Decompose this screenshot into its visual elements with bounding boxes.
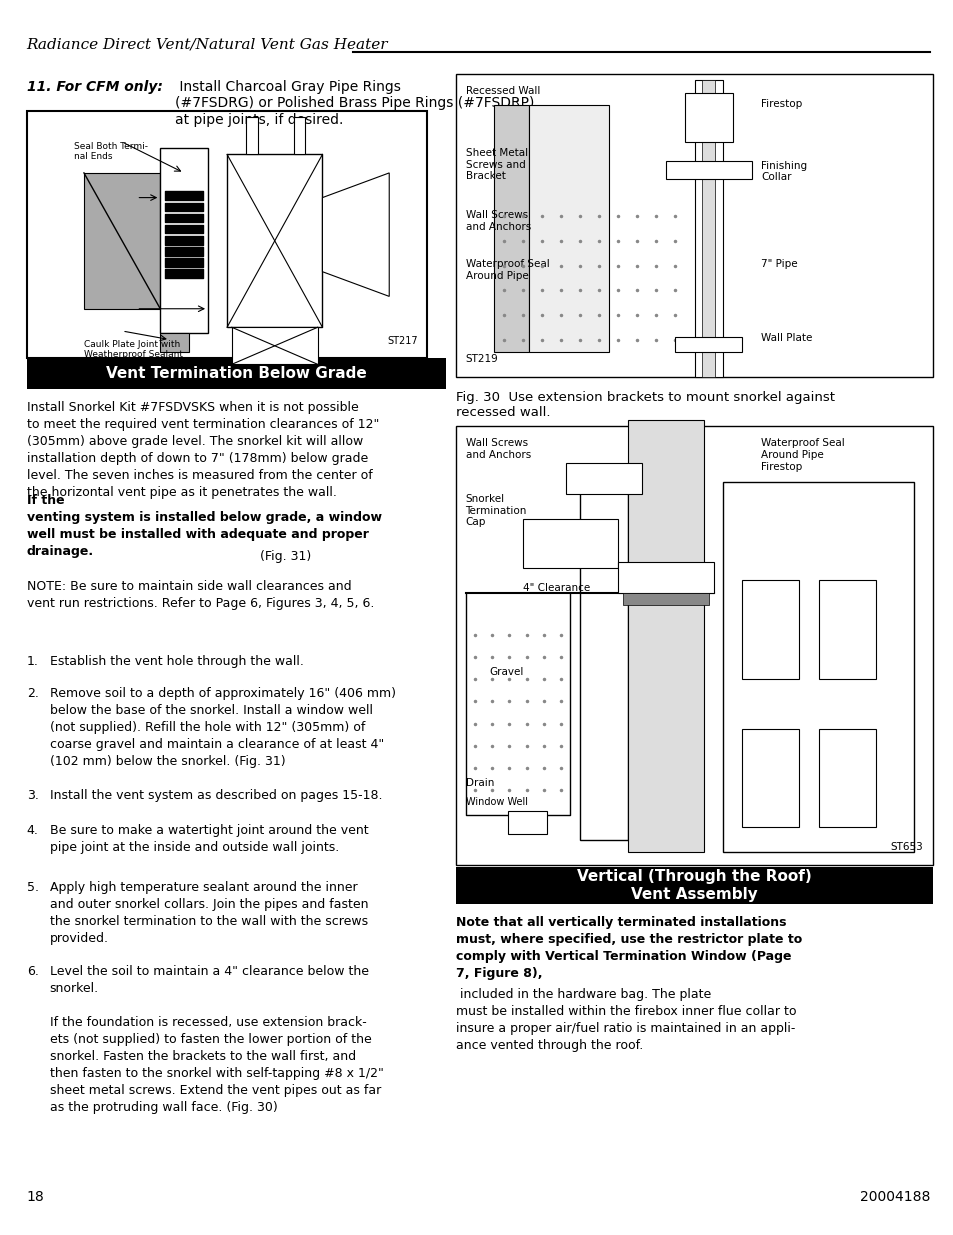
Text: Finishing
Collar: Finishing Collar <box>760 161 806 182</box>
Text: NOTE: Be sure to maintain side wall clearances and
vent run restrictions. Refer : NOTE: Be sure to maintain side wall clea… <box>27 580 374 610</box>
Text: 4.: 4. <box>27 824 38 837</box>
Text: Fig. 30  Use extension brackets to mount snorkel against
recessed wall.: Fig. 30 Use extension brackets to mount … <box>456 391 834 420</box>
Bar <box>694 80 722 377</box>
Bar <box>27 111 427 358</box>
Text: 1.: 1. <box>27 655 38 668</box>
Text: Note that all vertically terminated installations
must, where specified, use the: Note that all vertically terminated inst… <box>456 916 801 981</box>
Bar <box>627 420 703 852</box>
Bar <box>232 327 317 364</box>
Text: Window Well: Window Well <box>465 797 527 806</box>
Text: Snorkel
Termination
Cap: Snorkel Termination Cap <box>465 494 526 527</box>
Bar <box>701 80 715 377</box>
Bar <box>675 337 741 352</box>
Bar <box>456 867 932 904</box>
Text: (Fig. 31): (Fig. 31) <box>255 550 311 563</box>
Text: Vertical (Through the Roof)
Vent Assembly: Vertical (Through the Roof) Vent Assembl… <box>577 869 811 902</box>
Text: Drain: Drain <box>465 778 494 788</box>
Text: Wall Screws
and Anchors: Wall Screws and Anchors <box>465 210 530 231</box>
Bar <box>528 105 608 352</box>
Bar <box>565 463 641 494</box>
Text: Caulk Plate Joint with
Weatherproof Sealant: Caulk Plate Joint with Weatherproof Seal… <box>84 340 183 359</box>
Bar <box>818 729 875 827</box>
Text: Firestop: Firestop <box>760 99 801 109</box>
Text: Fig. 31  Snorkel kit installation.: Fig. 31 Snorkel kit installation. <box>456 879 660 893</box>
Bar <box>618 562 713 593</box>
Text: 4" Clearance: 4" Clearance <box>522 583 589 593</box>
Text: Install the vent system as described on pages 15-18.: Install the vent system as described on … <box>50 789 382 803</box>
Text: 7" Pipe: 7" Pipe <box>760 259 797 269</box>
Text: ST219: ST219 <box>465 354 497 364</box>
Text: 6.: 6. <box>27 965 38 978</box>
Bar <box>508 811 546 834</box>
Bar <box>579 469 627 840</box>
Bar <box>665 161 751 179</box>
Bar <box>246 117 257 154</box>
Text: Sheet Metal
Screws and
Bracket: Sheet Metal Screws and Bracket <box>465 148 527 182</box>
Bar <box>27 358 446 389</box>
Bar <box>741 580 799 679</box>
Text: Waterproof Seal
Around Pipe
Firestop: Waterproof Seal Around Pipe Firestop <box>760 438 844 472</box>
Text: Install Charcoal Gray Pipe Rings
(#7FSDRG) or Polished Brass Pipe Rings (#7FSDRP: Install Charcoal Gray Pipe Rings (#7FSDR… <box>174 80 534 127</box>
Text: 5.: 5. <box>27 881 39 894</box>
Text: 11. For CFM only:: 11. For CFM only: <box>27 80 162 94</box>
Bar <box>818 580 875 679</box>
Text: Wall Plate: Wall Plate <box>760 333 812 343</box>
Text: 18: 18 <box>27 1191 45 1204</box>
Bar <box>294 117 305 154</box>
Bar <box>227 154 322 327</box>
Bar <box>722 482 913 852</box>
Bar <box>684 93 732 142</box>
Bar <box>84 173 160 309</box>
Bar <box>622 593 708 605</box>
Text: Fig. 29  Install the vent terminal.: Fig. 29 Install the vent terminal. <box>27 373 243 387</box>
Text: Install Snorkel Kit #7FSDVSKS when it is not possible
to meet the required vent : Install Snorkel Kit #7FSDVSKS when it is… <box>27 401 378 499</box>
Bar <box>160 148 208 333</box>
Bar <box>160 333 189 352</box>
Text: Vent Termination Below Grade: Vent Termination Below Grade <box>106 366 367 382</box>
Text: Seal Both Termi-
nal Ends: Seal Both Termi- nal Ends <box>74 142 149 162</box>
Text: ST217: ST217 <box>387 336 417 346</box>
Text: Apply high temperature sealant around the inner
and outer snorkel collars. Join : Apply high temperature sealant around th… <box>50 881 368 945</box>
Bar <box>494 105 528 352</box>
Polygon shape <box>322 173 389 296</box>
Text: 3.: 3. <box>27 789 38 803</box>
Text: ST653: ST653 <box>890 842 923 852</box>
Text: Remove soil to a depth of approximately 16" (406 mm)
below the base of the snork: Remove soil to a depth of approximately … <box>50 687 395 768</box>
Text: 2.: 2. <box>27 687 38 700</box>
Text: Wall Screws
and Anchors: Wall Screws and Anchors <box>465 438 530 459</box>
Bar <box>522 519 618 568</box>
Bar <box>741 729 799 827</box>
Text: 20004188: 20004188 <box>859 1191 929 1204</box>
Text: Be sure to make a watertight joint around the vent
pipe joint at the inside and : Be sure to make a watertight joint aroun… <box>50 824 368 853</box>
Text: Level the soil to maintain a 4" clearance below the
snorkel.

If the foundation : Level the soil to maintain a 4" clearanc… <box>50 965 383 1114</box>
Text: Gravel: Gravel <box>489 667 523 677</box>
Text: Establish the vent hole through the wall.: Establish the vent hole through the wall… <box>50 655 303 668</box>
Text: Waterproof Seal
Around Pipe: Waterproof Seal Around Pipe <box>465 259 549 280</box>
Bar <box>456 426 932 864</box>
Text: Recessed Wall: Recessed Wall <box>465 86 539 96</box>
Bar <box>456 74 932 377</box>
Text: Radiance Direct Vent/Natural Vent Gas Heater: Radiance Direct Vent/Natural Vent Gas He… <box>27 38 388 52</box>
Text: included in the hardware bag. The plate
must be installed within the firebox inn: included in the hardware bag. The plate … <box>456 988 796 1052</box>
Text: If the
venting system is installed below grade, a window
well must be installed : If the venting system is installed below… <box>27 494 381 558</box>
